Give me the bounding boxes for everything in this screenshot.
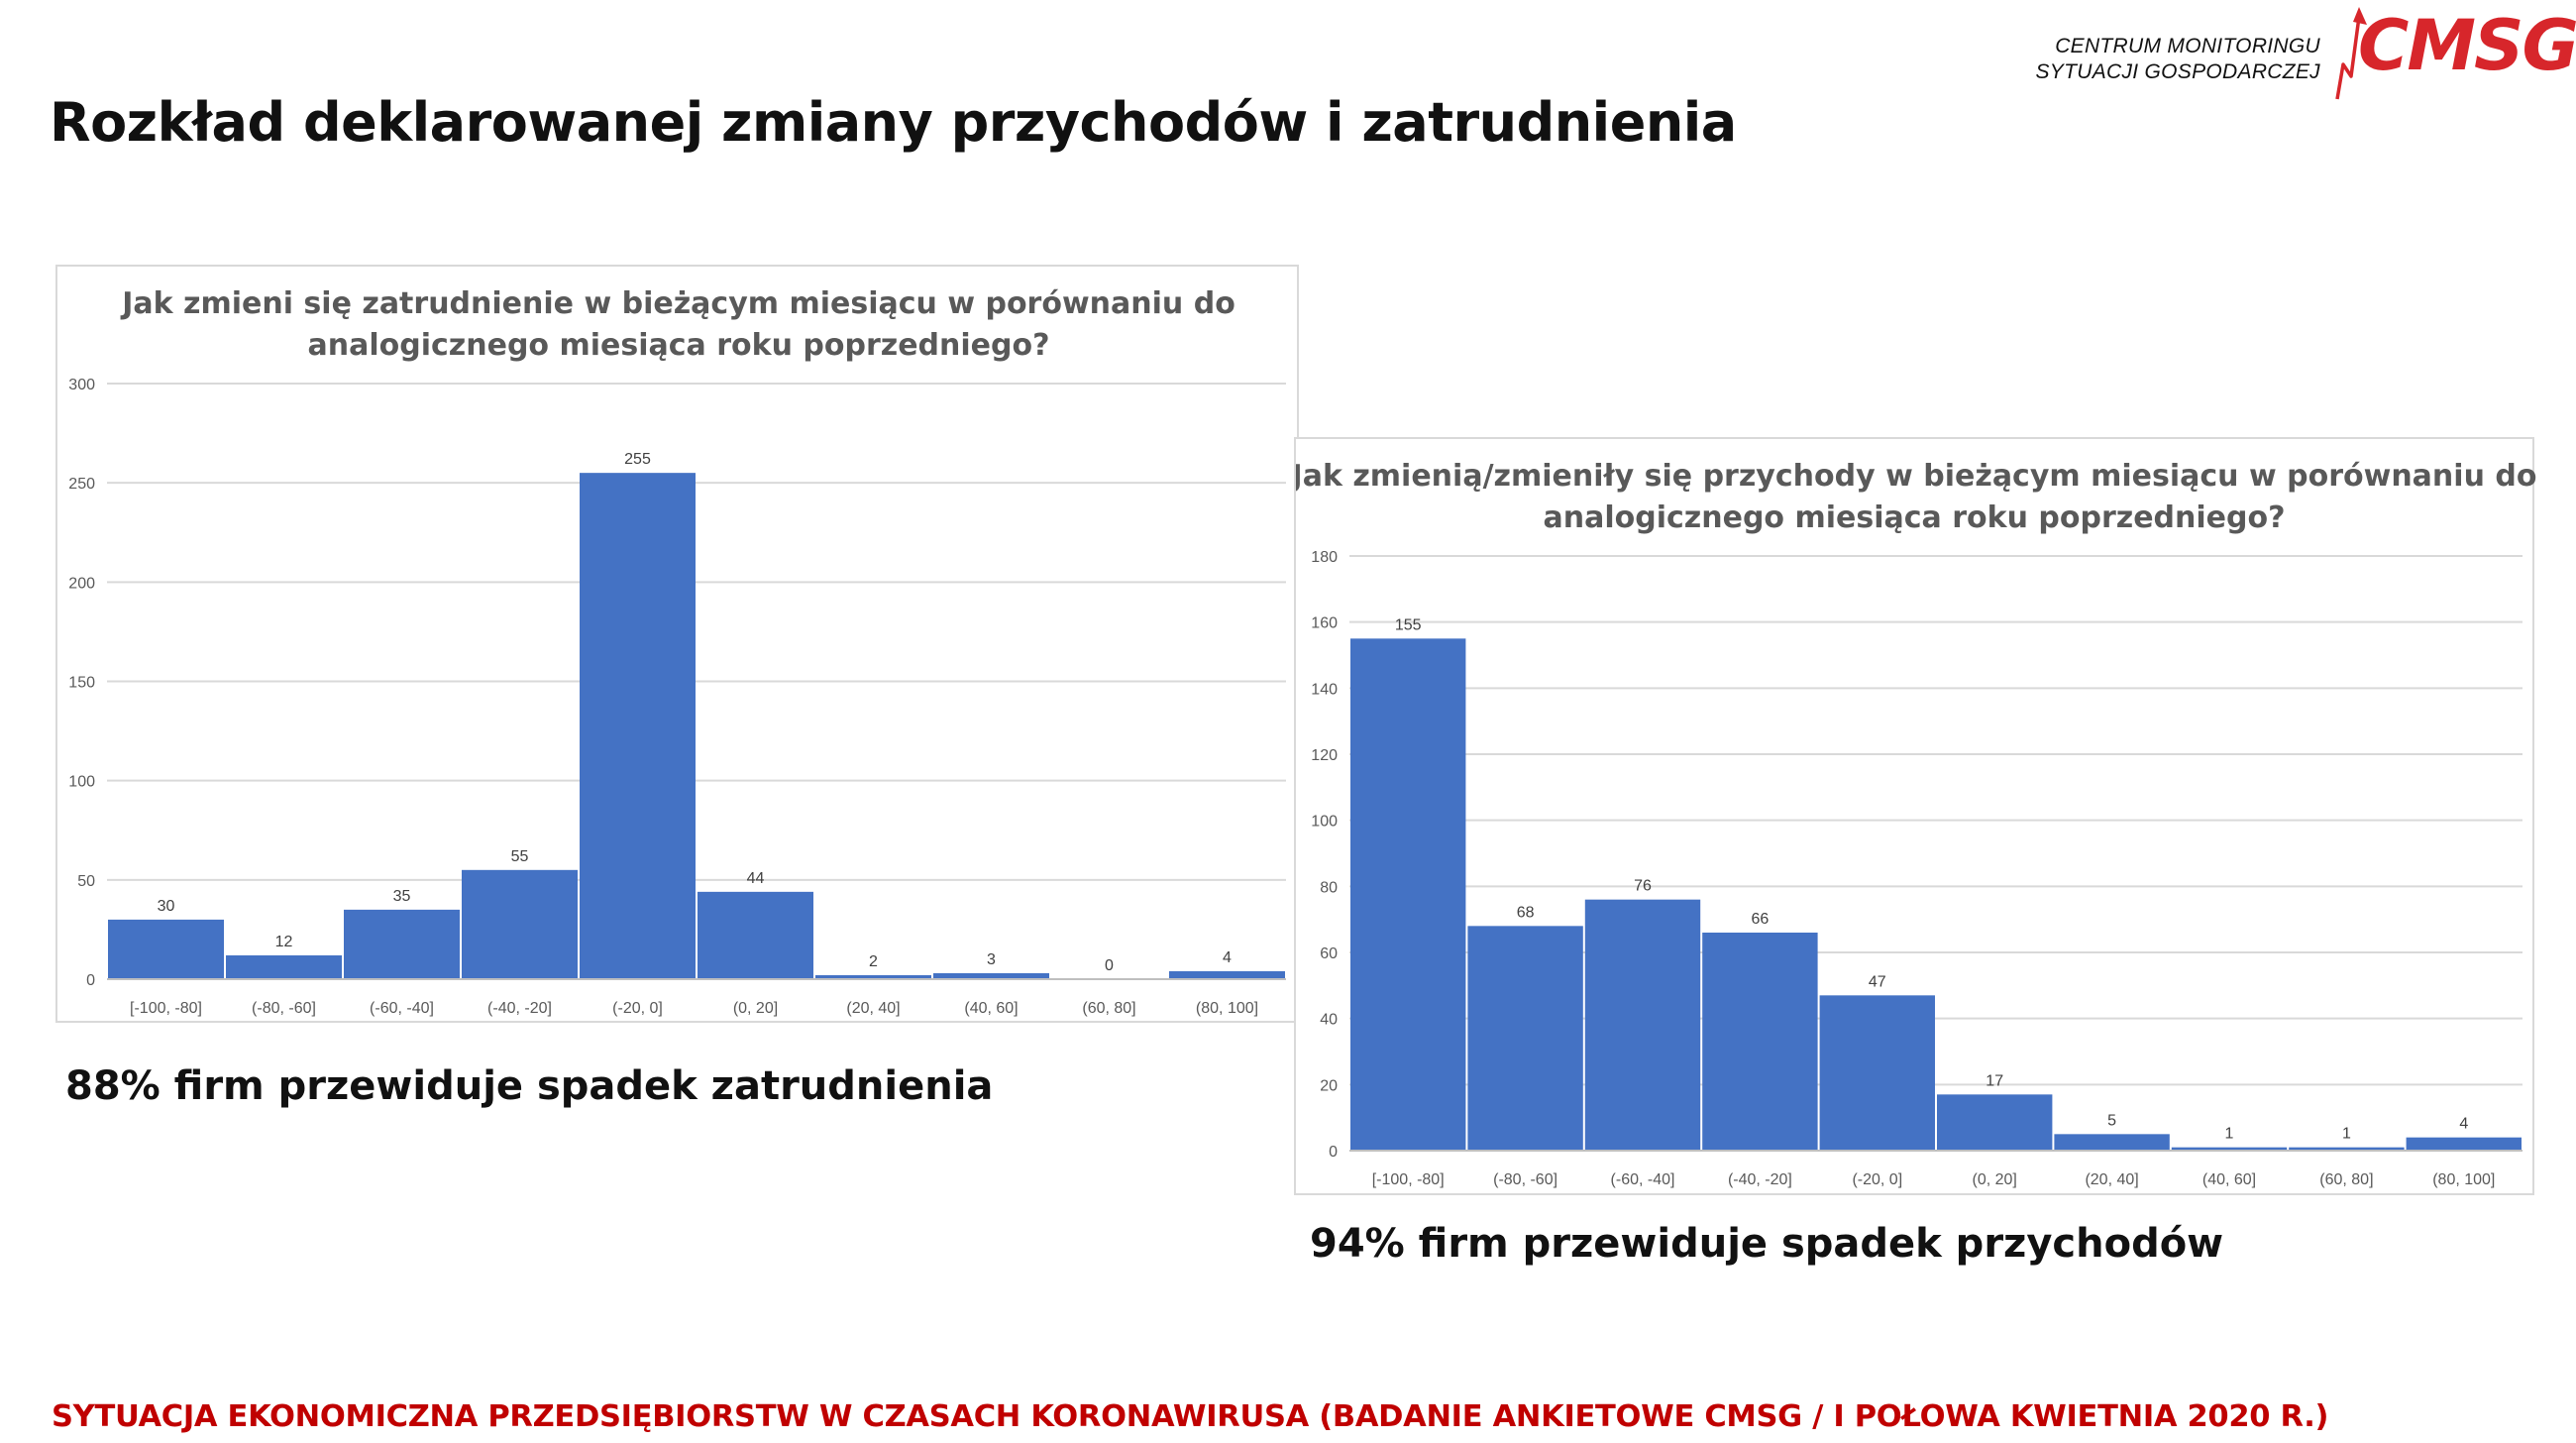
revenue-bar <box>1702 933 1818 1151</box>
revenue-y-tick: 20 <box>1320 1077 1338 1094</box>
revenue-data-label: 155 <box>1395 616 1422 633</box>
revenue-x-tick: (-20, 0] <box>1852 1171 1902 1188</box>
logo-mark: CMSG <box>2358 5 2576 86</box>
employment-data-label: 0 <box>1105 957 1114 974</box>
revenue-bar <box>2289 1147 2405 1151</box>
employment-caption: 88% firm przewiduje spadek zatrudnienia <box>65 1063 994 1109</box>
revenue-x-tick: (40, 60] <box>2202 1171 2256 1188</box>
employment-data-label: 30 <box>158 898 175 915</box>
revenue-bar <box>1937 1094 2053 1151</box>
revenue-bar <box>2406 1137 2522 1151</box>
revenue-x-tick: (-80, -60] <box>1493 1171 1557 1188</box>
revenue-x-tick: (-40, -20] <box>1728 1171 1792 1188</box>
employment-chart-svg: Jak zmieni się zatrudnienie w bieżącym m… <box>68 286 1286 1017</box>
revenue-x-tick: (0, 20] <box>1973 1171 2017 1188</box>
employment-y-tick: 300 <box>68 377 95 393</box>
employment-bar <box>580 473 696 979</box>
employment-x-tick: [-100, -80] <box>130 1000 202 1017</box>
employment-x-tick: (20, 40] <box>846 1000 900 1017</box>
revenue-x-tick: [-100, -80] <box>1372 1171 1445 1188</box>
employment-title-line: Jak zmieni się zatrudnienie w bieżącym m… <box>120 286 1235 321</box>
employment-data-label: 2 <box>869 953 878 970</box>
revenue-data-label: 1 <box>2342 1126 2351 1143</box>
employment-x-tick: (80, 100] <box>1196 1000 1258 1017</box>
employment-bar <box>1169 970 1285 979</box>
revenue-y-tick: 40 <box>1320 1012 1338 1029</box>
revenue-bar <box>1467 926 1583 1151</box>
employment-y-tick: 150 <box>68 675 95 692</box>
employment-y-tick: 50 <box>77 873 95 890</box>
employment-x-tick: (0, 20] <box>733 1000 778 1017</box>
revenue-y-tick: 180 <box>1311 549 1338 566</box>
revenue-data-label: 4 <box>2459 1116 2468 1133</box>
revenue-caption: 94% firm przewiduje spadek przychodów <box>1310 1221 2224 1267</box>
revenue-x-tick: (20, 40] <box>2085 1171 2138 1188</box>
revenue-bar <box>1819 995 1935 1151</box>
revenue-x-tick: (-60, -40] <box>1611 1171 1675 1188</box>
revenue-y-tick: 120 <box>1311 747 1338 764</box>
revenue-chart: Jak zmienią/zmieniły się przychody w bie… <box>1294 437 2536 1195</box>
logo-line-1: CENTRUM MONITORINGU <box>2055 35 2320 57</box>
revenue-chart-svg: Jak zmienią/zmieniły się przychody w bie… <box>1296 459 2536 1188</box>
revenue-title-line: Jak zmienią/zmieniły się przychody w bie… <box>1296 459 2536 494</box>
cmsg-logo: CENTRUM MONITORINGU SYTUACJI GOSPODARCZE… <box>2035 5 2576 104</box>
employment-bar <box>815 974 931 979</box>
revenue-bar <box>1350 638 1466 1151</box>
revenue-data-label: 47 <box>1869 973 1886 990</box>
footer-note: SYTUACJA EKONOMICZNA PRZEDSIĘBIORSTW W C… <box>52 1399 2329 1434</box>
revenue-y-tick: 0 <box>1329 1144 1338 1161</box>
employment-x-tick: (-40, -20] <box>487 1000 552 1017</box>
revenue-y-tick: 60 <box>1320 945 1338 962</box>
employment-data-label: 255 <box>624 451 651 468</box>
revenue-x-tick: (80, 100] <box>2432 1171 2495 1188</box>
page-title: Rozkład deklarowanej zmiany przychodów i… <box>50 91 1737 154</box>
revenue-data-label: 66 <box>1752 911 1770 928</box>
employment-title-line: analogicznego miesiąca roku poprzedniego… <box>308 328 1050 363</box>
employment-y-tick: 200 <box>68 575 95 592</box>
employment-chart: Jak zmieni się zatrudnienie w bieżącym m… <box>55 265 1299 1023</box>
employment-bar <box>698 891 813 979</box>
employment-bar <box>462 869 578 979</box>
employment-y-tick: 100 <box>68 774 95 791</box>
revenue-x-tick: (60, 80] <box>2319 1171 2373 1188</box>
employment-y-tick: 250 <box>68 476 95 493</box>
employment-data-label: 4 <box>1223 949 1232 966</box>
employment-x-tick: (-20, 0] <box>612 1000 663 1017</box>
employment-x-tick: (60, 80] <box>1082 1000 1135 1017</box>
employment-bar <box>933 972 1049 979</box>
revenue-y-tick: 140 <box>1311 681 1338 698</box>
employment-x-tick: (40, 60] <box>964 1000 1018 1017</box>
revenue-y-tick: 100 <box>1311 814 1338 831</box>
revenue-bar <box>1584 899 1701 1151</box>
employment-data-label: 55 <box>511 848 529 865</box>
revenue-data-label: 17 <box>1986 1072 2003 1089</box>
logo-arrow-icon <box>2335 7 2367 100</box>
revenue-y-tick: 80 <box>1320 879 1338 896</box>
revenue-bar <box>2054 1134 2170 1151</box>
logo-line-2: SYTUACJI GOSPODARCZEJ <box>2035 60 2320 83</box>
employment-bar <box>344 909 460 979</box>
revenue-bar <box>2171 1147 2288 1151</box>
employment-data-label: 44 <box>747 870 765 887</box>
revenue-data-label: 5 <box>2107 1112 2116 1129</box>
employment-x-tick: (-80, -60] <box>252 1000 316 1017</box>
revenue-y-tick: 160 <box>1311 615 1338 632</box>
employment-bar <box>108 919 224 979</box>
employment-data-label: 35 <box>393 888 411 905</box>
employment-data-label: 12 <box>275 934 293 950</box>
employment-x-tick: (-60, -40] <box>370 1000 434 1017</box>
revenue-data-label: 1 <box>2225 1126 2234 1143</box>
revenue-title-line: analogicznego miesiąca roku poprzedniego… <box>1544 500 2286 535</box>
employment-data-label: 3 <box>987 951 996 968</box>
employment-y-tick: 0 <box>86 972 95 989</box>
revenue-data-label: 68 <box>1517 904 1535 921</box>
revenue-data-label: 76 <box>1634 878 1652 895</box>
employment-bar <box>226 954 342 979</box>
